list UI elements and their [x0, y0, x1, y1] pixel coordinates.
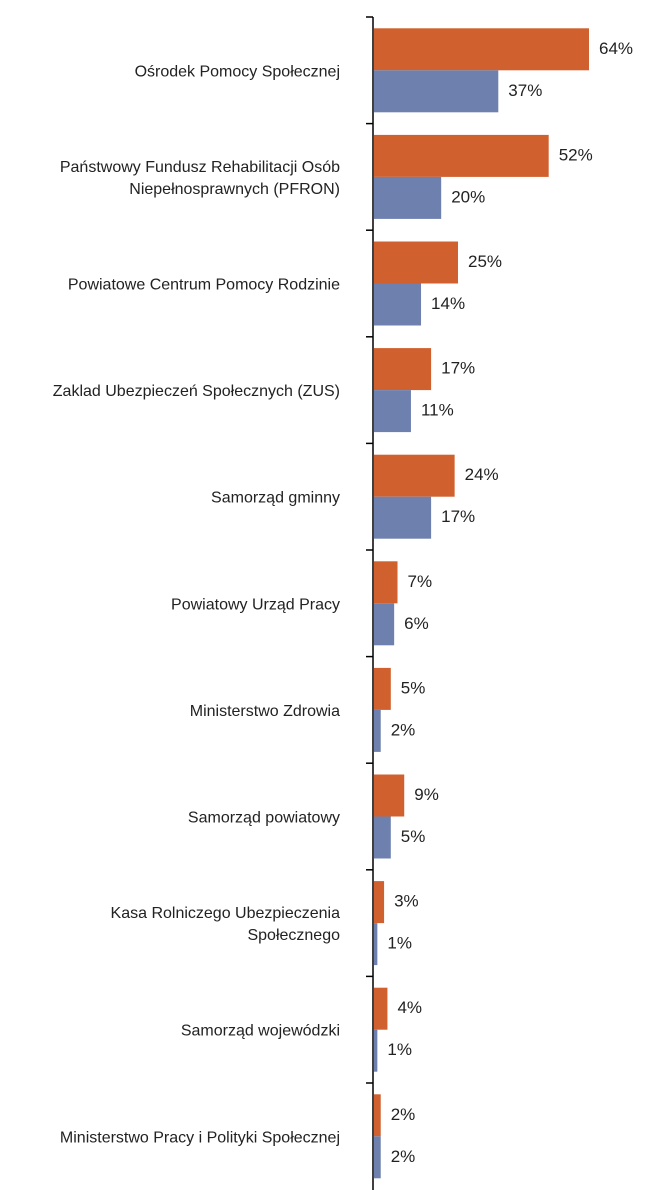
bar: [374, 134, 549, 177]
bar: [374, 816, 391, 859]
value-label: 3%: [394, 892, 419, 911]
bar: [374, 603, 395, 646]
bar: [374, 241, 458, 284]
bar: [374, 561, 398, 604]
bar: [374, 283, 422, 326]
value-label: 17%: [441, 507, 475, 526]
category-label: Samorząd gminny: [211, 490, 340, 507]
value-label: 5%: [401, 827, 426, 846]
value-label: 7%: [408, 572, 433, 591]
value-label: 52%: [559, 145, 593, 164]
category-label: Samorząd powiatowy: [188, 810, 340, 827]
value-label: 64%: [599, 39, 633, 58]
category-label: Kasa Rolniczego Ubezpieczenia Społecznego: [111, 905, 341, 944]
category-label: Samorząd wojewódzki: [181, 1023, 340, 1040]
value-label: 25%: [468, 252, 502, 271]
bar: [374, 496, 432, 539]
bar: [374, 28, 589, 71]
bar: [374, 1029, 378, 1072]
value-label: 14%: [431, 294, 465, 313]
bar: [374, 1136, 381, 1179]
value-label: 1%: [387, 934, 412, 953]
bar: [374, 987, 388, 1030]
value-label: 6%: [404, 614, 429, 633]
value-label: 4%: [397, 998, 422, 1017]
bar: [374, 390, 411, 433]
value-label: 17%: [441, 359, 475, 378]
bar: [374, 348, 432, 391]
bar: [374, 923, 378, 966]
value-label: 2%: [391, 1147, 416, 1166]
value-label: 1%: [387, 1040, 412, 1059]
bar: [374, 774, 405, 817]
category-label: Ministerstwo Pracy i Polityki Społecznej: [60, 1130, 340, 1147]
bar: [374, 454, 455, 497]
value-label: 37%: [508, 81, 542, 100]
value-label: 9%: [414, 785, 439, 804]
value-label: 20%: [451, 187, 485, 206]
bar: [374, 70, 499, 113]
category-label: Powiatowe Centrum Pomocy Rodzinie: [68, 277, 340, 294]
bar: [374, 1094, 381, 1137]
value-label: 11%: [421, 401, 454, 420]
bar: [374, 709, 381, 752]
category-label: Ministerstwo Zdrowia: [190, 703, 340, 720]
bar: [374, 667, 391, 710]
category-label: Ośrodek Pomocy Społecznej: [135, 64, 340, 81]
category-label: Zaklad Ubezpieczeń Społecznych (ZUS): [53, 383, 340, 400]
value-label: 2%: [391, 720, 416, 739]
value-label: 24%: [465, 465, 499, 484]
value-label: 2%: [391, 1105, 416, 1124]
bar: [374, 881, 385, 924]
bar: [374, 176, 442, 219]
value-label: 5%: [401, 678, 426, 697]
category-label: Powiatowy Urząd Pracy: [171, 597, 340, 614]
category-label: Państwowy Fundusz Rehabilitacji Osób Niep…: [60, 159, 340, 198]
